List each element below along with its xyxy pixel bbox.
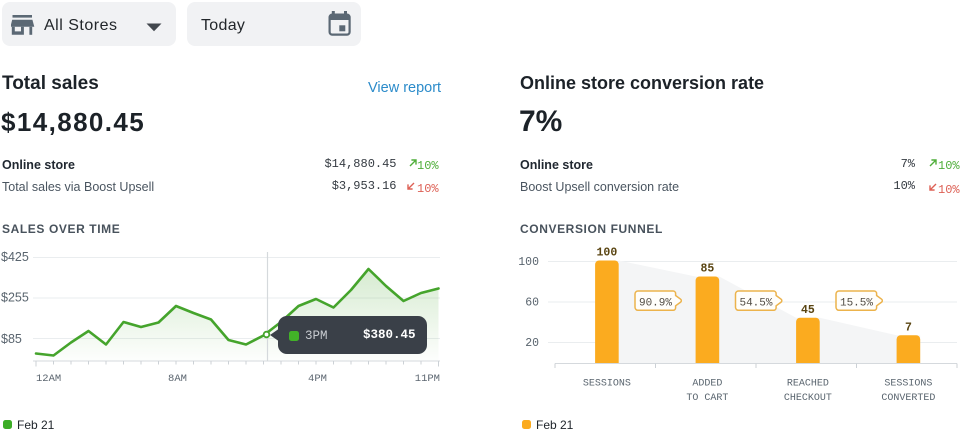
svg-text:11PM: 11PM xyxy=(415,373,440,385)
svg-text:SESSIONS: SESSIONS xyxy=(884,379,932,390)
svg-text:REACHED: REACHED xyxy=(787,379,829,390)
svg-text:85: 85 xyxy=(700,263,714,276)
svg-text:60: 60 xyxy=(525,297,539,310)
svg-text:45: 45 xyxy=(801,304,815,317)
svg-text:100: 100 xyxy=(518,256,539,269)
svg-text:TO CART: TO CART xyxy=(686,393,728,404)
svg-text:100: 100 xyxy=(597,247,618,260)
svg-text:90.9%: 90.9% xyxy=(639,298,672,310)
svg-text:8AM: 8AM xyxy=(168,373,187,385)
svg-text:7: 7 xyxy=(905,321,912,334)
svg-text:SESSIONS: SESSIONS xyxy=(583,379,631,390)
svg-text:ADDED: ADDED xyxy=(692,379,722,390)
svg-text:54.5%: 54.5% xyxy=(739,298,772,310)
svg-text:15.5%: 15.5% xyxy=(840,298,873,310)
svg-text:CHECKOUT: CHECKOUT xyxy=(784,393,832,404)
svg-text:12AM: 12AM xyxy=(36,373,61,385)
svg-text:$425: $425 xyxy=(1,250,29,264)
svg-text:4PM: 4PM xyxy=(308,373,327,385)
svg-text:20: 20 xyxy=(525,337,539,350)
svg-text:CONVERTED: CONVERTED xyxy=(881,393,935,404)
svg-text:$85: $85 xyxy=(1,332,22,346)
svg-text:$255: $255 xyxy=(1,291,29,305)
